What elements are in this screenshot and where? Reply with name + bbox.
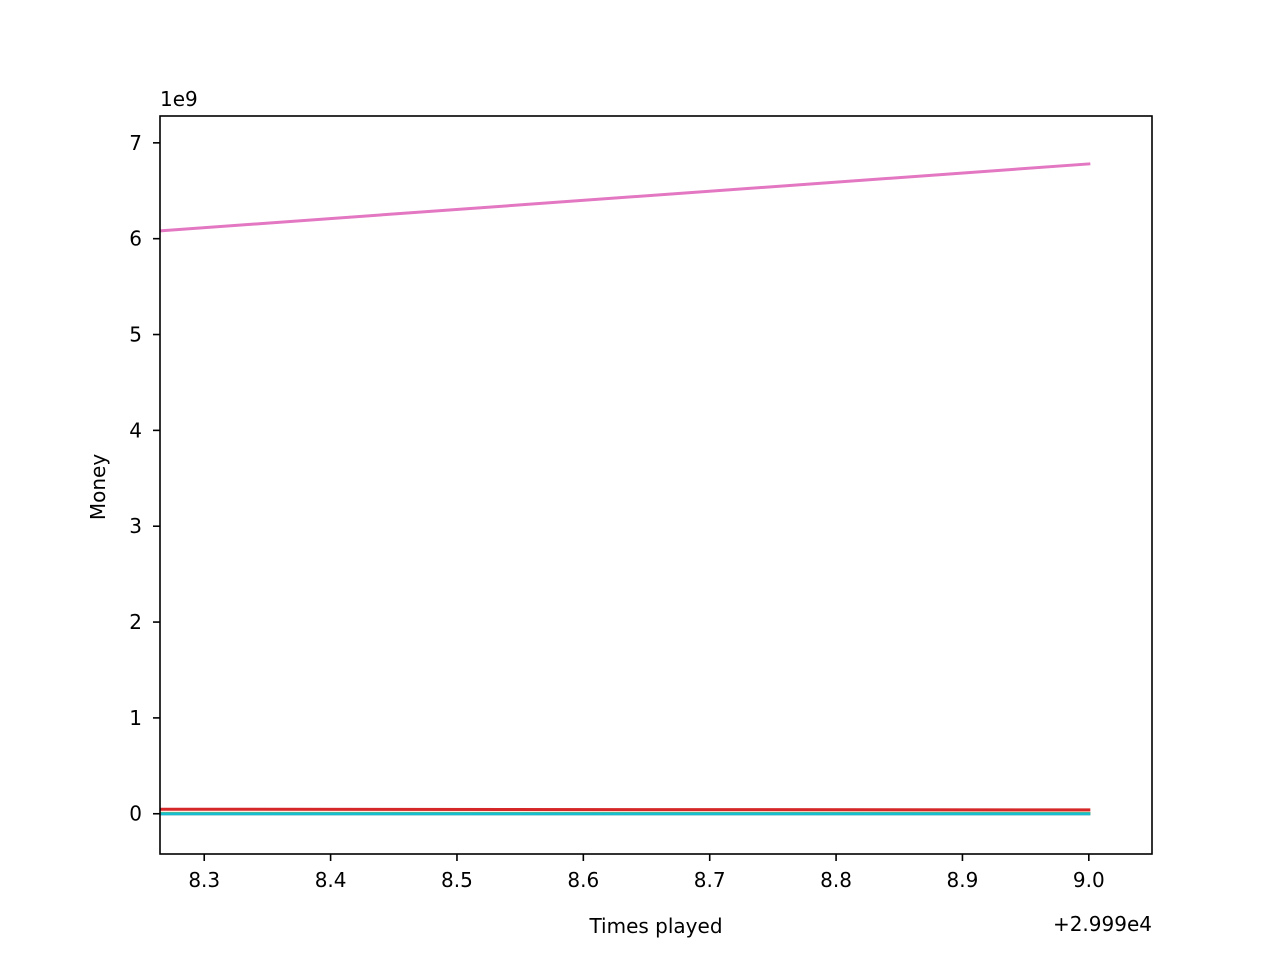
x-tick-label: 8.5 — [441, 868, 473, 892]
x-tick-label: 8.3 — [188, 868, 220, 892]
x-tick-label: 8.4 — [315, 868, 347, 892]
y-tick-label: 2 — [129, 610, 142, 634]
x-tick-label: 8.7 — [694, 868, 726, 892]
y-tick-label: 7 — [129, 131, 142, 155]
y-tick-label: 4 — [129, 418, 142, 442]
y-axis: 0 1 2 3 4 5 6 7 — [129, 131, 160, 826]
y-tick-label: 1 — [129, 706, 142, 730]
y-tick-label: 3 — [129, 514, 142, 538]
x-tick-label: 9.0 — [1073, 868, 1105, 892]
y-scale-text: 1e9 — [160, 87, 198, 111]
x-axis: 8.3 8.4 8.5 8.6 8.7 8.8 8.9 9.0 — [188, 854, 1105, 892]
x-axis-label: Times played — [588, 914, 722, 938]
series-layer — [160, 162, 1091, 816]
y-tick-label: 5 — [129, 323, 142, 347]
series-line-4 — [160, 807, 1091, 812]
x-tick-label: 8.9 — [947, 868, 979, 892]
x-offset-text: +2.999e4 — [1053, 912, 1152, 936]
y-tick-label: 0 — [129, 802, 142, 826]
plot-frame — [159, 115, 1153, 855]
x-tick-label: 8.6 — [567, 868, 599, 892]
y-axis-label: Money — [86, 454, 110, 520]
x-tick-label: 8.8 — [820, 868, 852, 892]
series-line-7 — [160, 162, 1091, 233]
plot-area — [160, 116, 1152, 854]
y-tick-label: 6 — [129, 227, 142, 251]
